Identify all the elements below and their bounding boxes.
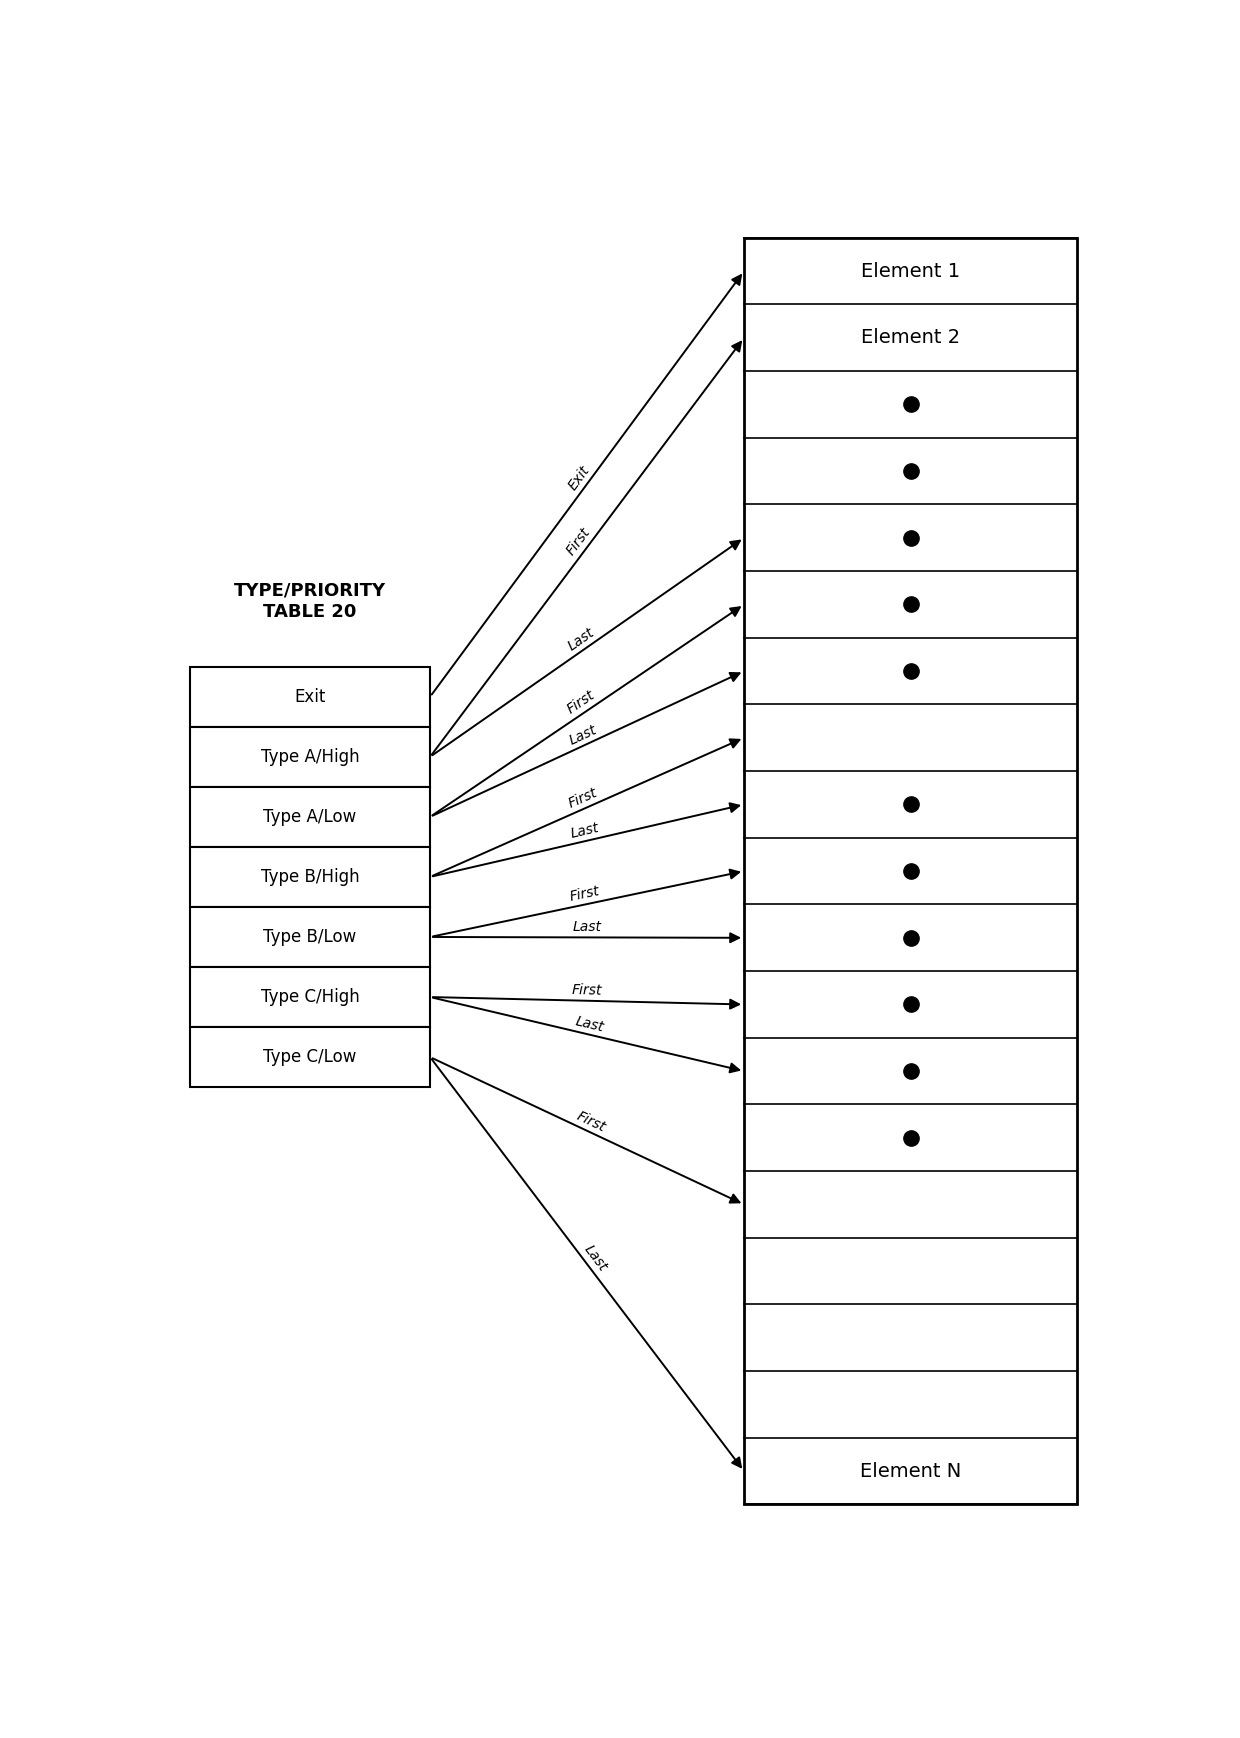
Text: Last: Last bbox=[573, 921, 601, 935]
Bar bbox=[190, 726, 430, 787]
Text: First: First bbox=[574, 1109, 608, 1135]
Text: Exit: Exit bbox=[565, 464, 593, 494]
Text: Type B/High: Type B/High bbox=[260, 867, 360, 886]
Text: Exit: Exit bbox=[294, 688, 326, 706]
Text: Type C/High: Type C/High bbox=[260, 987, 360, 1006]
Text: Last: Last bbox=[565, 626, 598, 653]
Text: Last: Last bbox=[567, 723, 599, 747]
Text: TYPE/PRIORITY
TABLE 20: TYPE/PRIORITY TABLE 20 bbox=[234, 580, 386, 622]
Text: First: First bbox=[564, 525, 594, 558]
Text: Element 2: Element 2 bbox=[861, 328, 960, 348]
Bar bbox=[190, 846, 430, 907]
Bar bbox=[190, 1027, 430, 1088]
Text: First: First bbox=[572, 984, 603, 998]
Text: Last: Last bbox=[580, 1243, 609, 1274]
Text: Type C/Low: Type C/Low bbox=[263, 1048, 357, 1065]
Bar bbox=[190, 907, 430, 966]
Text: First: First bbox=[569, 885, 601, 904]
Text: Last: Last bbox=[569, 820, 600, 841]
Bar bbox=[190, 966, 430, 1027]
Text: First: First bbox=[565, 688, 598, 716]
Text: Last: Last bbox=[574, 1015, 605, 1034]
Bar bbox=[190, 787, 430, 846]
Bar bbox=[744, 238, 1078, 1505]
Bar bbox=[190, 667, 430, 726]
Text: Element N: Element N bbox=[861, 1462, 961, 1481]
Text: First: First bbox=[567, 786, 600, 812]
Text: Element 1: Element 1 bbox=[861, 262, 960, 280]
Text: Type A/Low: Type A/Low bbox=[263, 808, 357, 826]
Text: Type B/Low: Type B/Low bbox=[263, 928, 357, 945]
Text: Type A/High: Type A/High bbox=[260, 747, 360, 766]
